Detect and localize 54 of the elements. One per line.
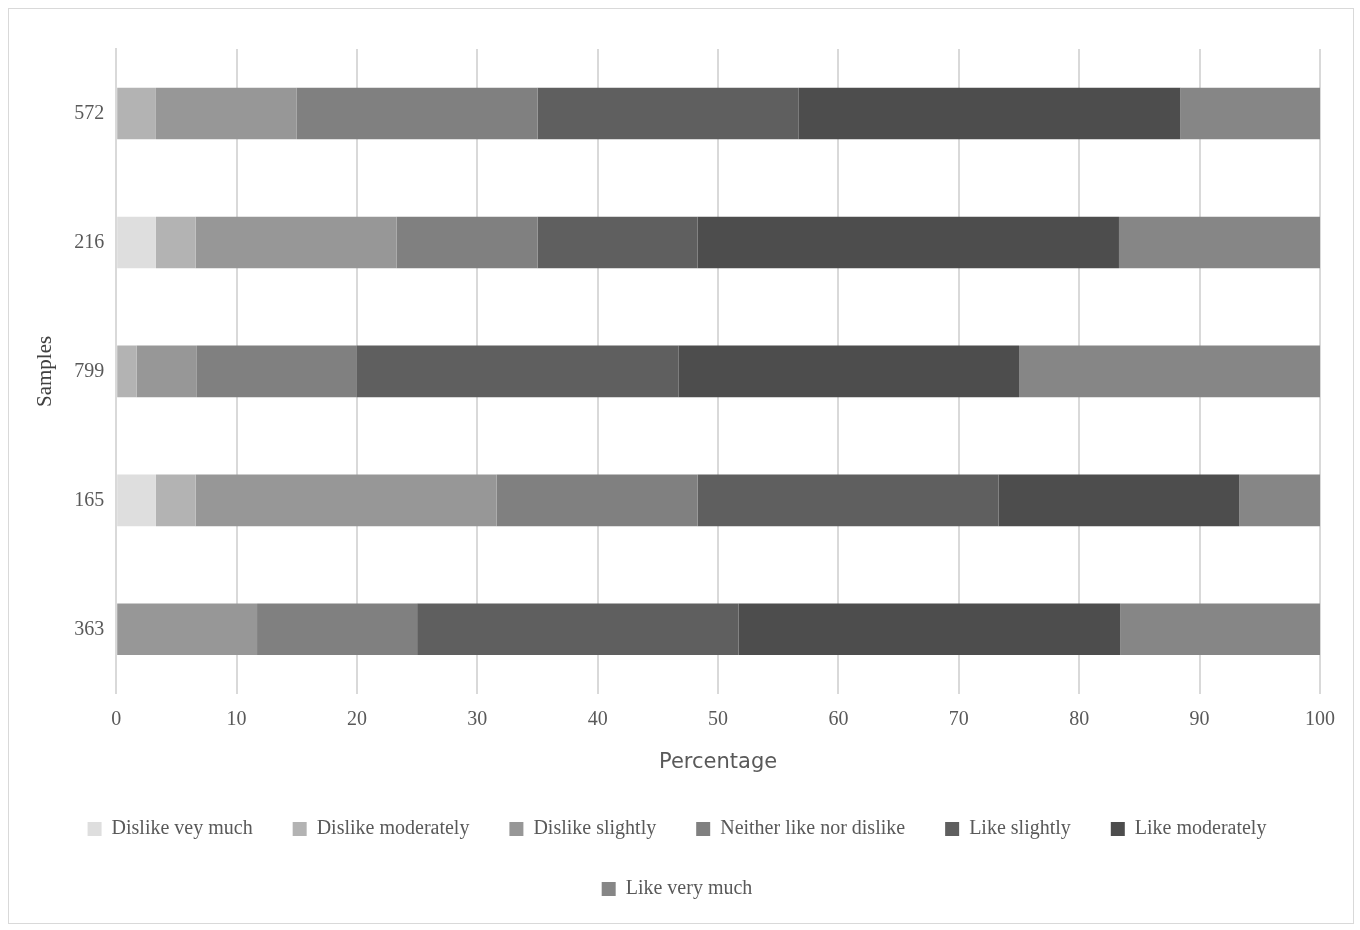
bar	[697, 474, 999, 527]
bar	[1118, 216, 1320, 269]
bar	[356, 345, 679, 398]
bar	[296, 87, 538, 140]
bar	[998, 474, 1240, 527]
bar	[195, 216, 397, 269]
x-tick-label: 80	[1069, 707, 1090, 730]
bar	[1180, 87, 1320, 140]
bar	[1120, 603, 1320, 656]
x-tick-label: 70	[948, 707, 969, 730]
bar	[196, 345, 357, 398]
bar	[195, 474, 497, 527]
bar	[678, 345, 1020, 398]
bar	[417, 603, 739, 656]
x-tick-label: 50	[708, 707, 729, 730]
x-tick-label: 10	[226, 707, 247, 730]
legend-label: Like very much	[625, 876, 753, 900]
x-tick-label: 20	[346, 707, 367, 730]
legend-label: Dislike moderately	[316, 816, 470, 840]
x-tick-label: 60	[828, 707, 849, 730]
legend-label: Like moderately	[1134, 816, 1267, 840]
legend-label: Like slightly	[969, 816, 1071, 840]
bar	[697, 216, 1119, 269]
x-tick-label: 90	[1189, 707, 1210, 730]
y-tick-label: 799	[74, 358, 105, 381]
x-tick-label: 100	[1305, 707, 1335, 730]
bar	[537, 87, 799, 140]
y-tick-label: 363	[74, 616, 105, 639]
y-tick-label: 165	[74, 487, 105, 510]
x-tick-label: 0	[111, 707, 122, 730]
x-tick-label: 40	[587, 707, 608, 730]
y-tick-label: 572	[74, 100, 105, 123]
bar	[155, 87, 297, 140]
bar	[136, 345, 197, 398]
bar	[257, 603, 418, 656]
legend-label: Dislike slightly	[533, 816, 657, 840]
bar	[1019, 345, 1320, 398]
bar	[537, 216, 698, 269]
bar	[155, 474, 196, 527]
bar	[117, 345, 137, 398]
bar	[738, 603, 1121, 656]
bar	[396, 216, 538, 269]
bar	[1239, 474, 1320, 527]
legend-label: Neither like nor dislike	[720, 816, 906, 839]
legend-label: Dislike vey much	[111, 816, 253, 840]
x-tick-label: 30	[467, 707, 488, 730]
x-axis-title: Percentage	[659, 748, 778, 773]
bar	[117, 87, 156, 140]
bar	[496, 474, 698, 527]
bar	[117, 603, 258, 656]
y-axis-title: Samples	[32, 335, 57, 407]
y-tick-label: 216	[74, 229, 105, 252]
bar	[798, 87, 1181, 140]
bar	[155, 216, 196, 269]
